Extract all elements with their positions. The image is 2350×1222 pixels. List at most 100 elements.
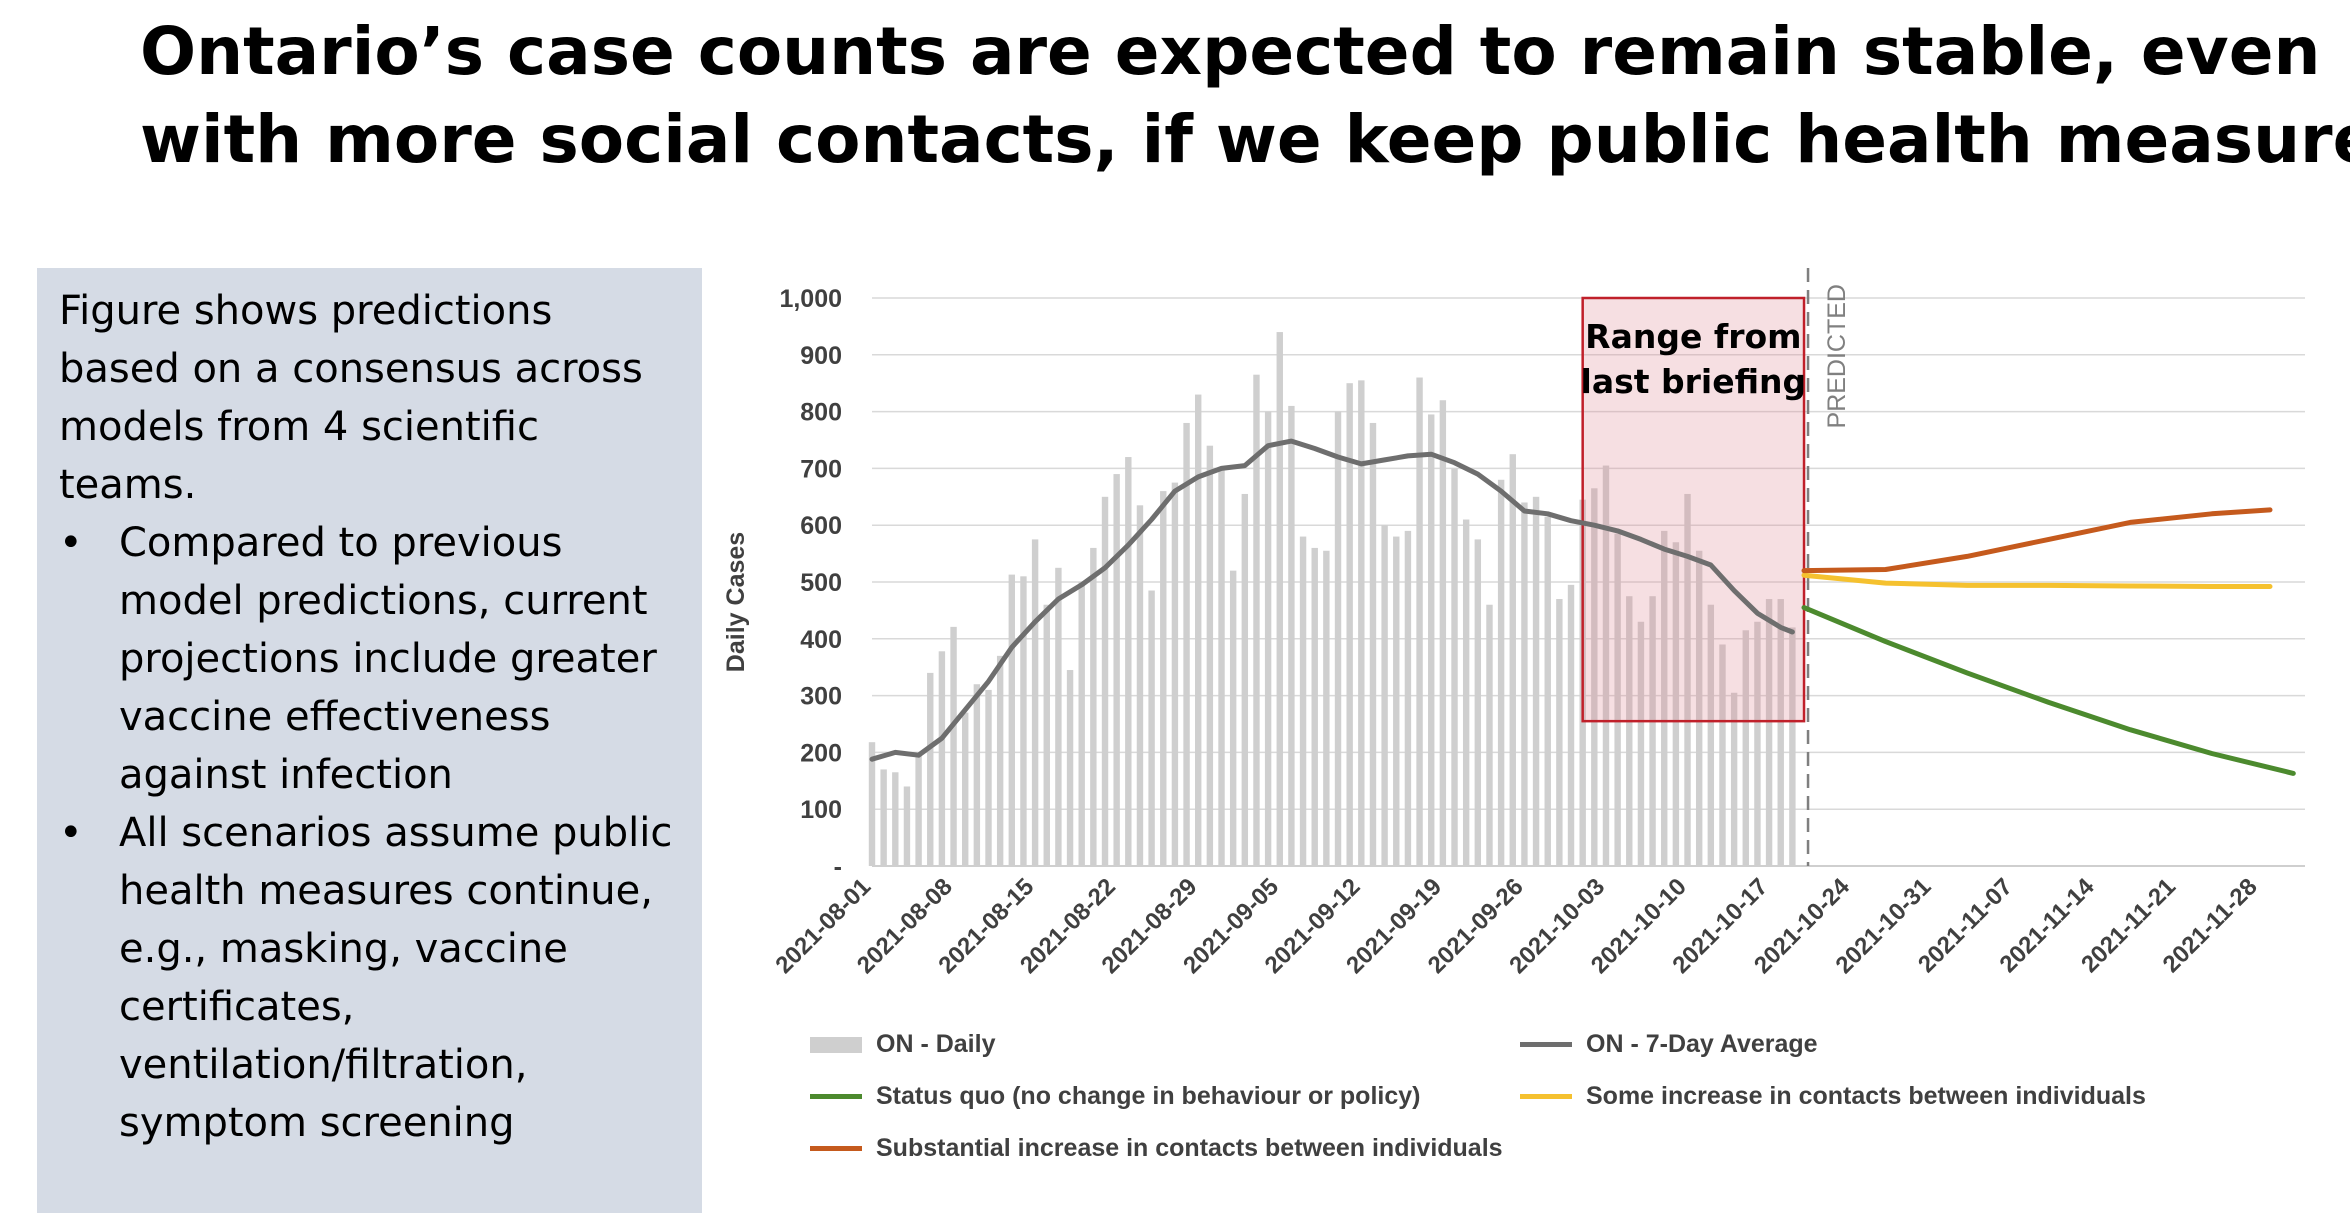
y-tick-label: 500 bbox=[800, 569, 842, 597]
line-7day-average bbox=[869, 438, 1795, 762]
daily-bar bbox=[1241, 493, 1249, 866]
y-axis-label: Daily Cases bbox=[722, 532, 750, 672]
daily-bar bbox=[892, 772, 899, 866]
line-substantial-increase bbox=[1801, 507, 2273, 574]
daily-bar bbox=[1649, 596, 1656, 866]
daily-bar bbox=[1742, 630, 1749, 866]
daily-bar bbox=[1066, 670, 1074, 866]
daily-bar bbox=[1148, 590, 1155, 866]
daily-bar bbox=[1626, 596, 1633, 866]
info-bullet-text: Compared to previous model predictions, … bbox=[119, 520, 657, 798]
daily-bar bbox=[1544, 516, 1551, 866]
info-bullet-item: • All scenarios assume public health mea… bbox=[59, 804, 680, 1152]
daily-bar bbox=[1462, 519, 1470, 866]
daily-bar bbox=[1497, 479, 1505, 866]
daily-bar bbox=[1439, 400, 1447, 866]
line-some-increase bbox=[1801, 572, 2273, 589]
daily-bar bbox=[927, 672, 934, 866]
y-tick-label: 600 bbox=[800, 512, 842, 540]
info-bullet-list: • Compared to previous model predictions… bbox=[59, 514, 680, 1152]
range-box bbox=[1581, 296, 1806, 723]
predicted-label: PREDICTED bbox=[1823, 284, 1851, 428]
daily-bar bbox=[1125, 457, 1132, 866]
daily-bar bbox=[915, 755, 922, 866]
daily-bar bbox=[1428, 414, 1435, 866]
y-tick-label: - bbox=[834, 853, 842, 881]
info-bullet-text: All scenarios assume public health measu… bbox=[119, 810, 673, 1146]
daily-bar bbox=[1055, 567, 1062, 866]
y-tick-label: 800 bbox=[800, 399, 842, 427]
daily-bar bbox=[1358, 380, 1365, 866]
daily-bar bbox=[1031, 539, 1039, 866]
daily-bar bbox=[1404, 530, 1412, 866]
daily-bar bbox=[1381, 525, 1388, 866]
daily-bar bbox=[1113, 474, 1120, 866]
daily-bar bbox=[1171, 482, 1179, 866]
daily-bar bbox=[1672, 542, 1680, 866]
bullet-icon: • bbox=[59, 520, 83, 566]
daily-bar bbox=[1253, 374, 1260, 866]
daily-bar bbox=[1474, 539, 1482, 866]
daily-bar bbox=[1078, 582, 1085, 866]
daily-bar bbox=[1160, 491, 1167, 866]
daily-bar bbox=[880, 769, 887, 866]
y-tick-label: 900 bbox=[800, 342, 842, 370]
daily-bar bbox=[1008, 574, 1016, 866]
daily-bar bbox=[1765, 599, 1773, 866]
daily-bar bbox=[1299, 536, 1307, 866]
y-tick-label: 100 bbox=[800, 796, 842, 824]
daily-bar bbox=[1334, 411, 1342, 866]
daily-bar bbox=[1218, 468, 1225, 866]
daily-bar bbox=[1707, 604, 1715, 866]
daily-bar bbox=[1101, 496, 1109, 866]
daily-bar bbox=[973, 684, 981, 866]
daily-bar bbox=[868, 742, 876, 866]
daily-bar bbox=[1276, 332, 1283, 867]
daily-bar bbox=[1602, 465, 1610, 866]
info-panel: Figure shows predictions based on a cons… bbox=[37, 268, 702, 1213]
daily-bar bbox=[1323, 550, 1330, 866]
daily-bar bbox=[1311, 547, 1318, 866]
daily-bar bbox=[996, 655, 1004, 866]
daily-bar bbox=[1206, 445, 1214, 866]
daily-bar bbox=[903, 786, 911, 866]
daily-bar bbox=[1486, 604, 1493, 866]
daily-bar bbox=[1288, 405, 1295, 866]
daily-bar bbox=[1719, 644, 1726, 866]
daily-bar bbox=[1369, 422, 1377, 866]
info-intro: Figure shows predictions based on a cons… bbox=[59, 288, 643, 508]
daily-bar bbox=[1090, 547, 1097, 866]
daily-bar bbox=[961, 712, 969, 866]
daily-bar bbox=[950, 626, 957, 866]
daily-bar bbox=[1509, 454, 1516, 866]
y-tick-label: 1,000 bbox=[779, 285, 842, 313]
daily-bar bbox=[1661, 530, 1668, 866]
daily-bar bbox=[1591, 488, 1598, 866]
daily-bar bbox=[938, 651, 946, 866]
slide-title: Ontario’s case counts are expected to re… bbox=[140, 8, 2350, 184]
y-tick-label: 400 bbox=[800, 626, 842, 654]
daily-bar bbox=[1684, 493, 1691, 866]
daily-bar bbox=[1393, 536, 1400, 866]
daily-bar bbox=[1614, 533, 1621, 866]
daily-bar bbox=[1730, 692, 1738, 866]
range-box-label-line-2: last briefing bbox=[1581, 362, 1807, 401]
daily-bar bbox=[1451, 468, 1458, 866]
daily-bar bbox=[1637, 621, 1645, 866]
daily-bar bbox=[1556, 599, 1563, 866]
info-bullet-item: • Compared to previous model predictions… bbox=[59, 514, 680, 804]
daily-bar bbox=[1229, 570, 1237, 866]
daily-bar bbox=[1532, 496, 1540, 866]
line-status-quo bbox=[1801, 605, 2296, 776]
daily-bar bbox=[1416, 377, 1423, 866]
daily-bar bbox=[1195, 394, 1202, 866]
daily-bar bbox=[1183, 422, 1190, 866]
slide-title-line-2: with more social contacts, if we keep pu… bbox=[140, 101, 2350, 178]
y-tick-label: 200 bbox=[800, 739, 842, 767]
daily-bar bbox=[1521, 502, 1528, 866]
daily-bar bbox=[1754, 621, 1761, 866]
daily-bar bbox=[1136, 505, 1144, 866]
daily-bar bbox=[1789, 627, 1796, 866]
y-tick-label: 700 bbox=[800, 455, 842, 483]
